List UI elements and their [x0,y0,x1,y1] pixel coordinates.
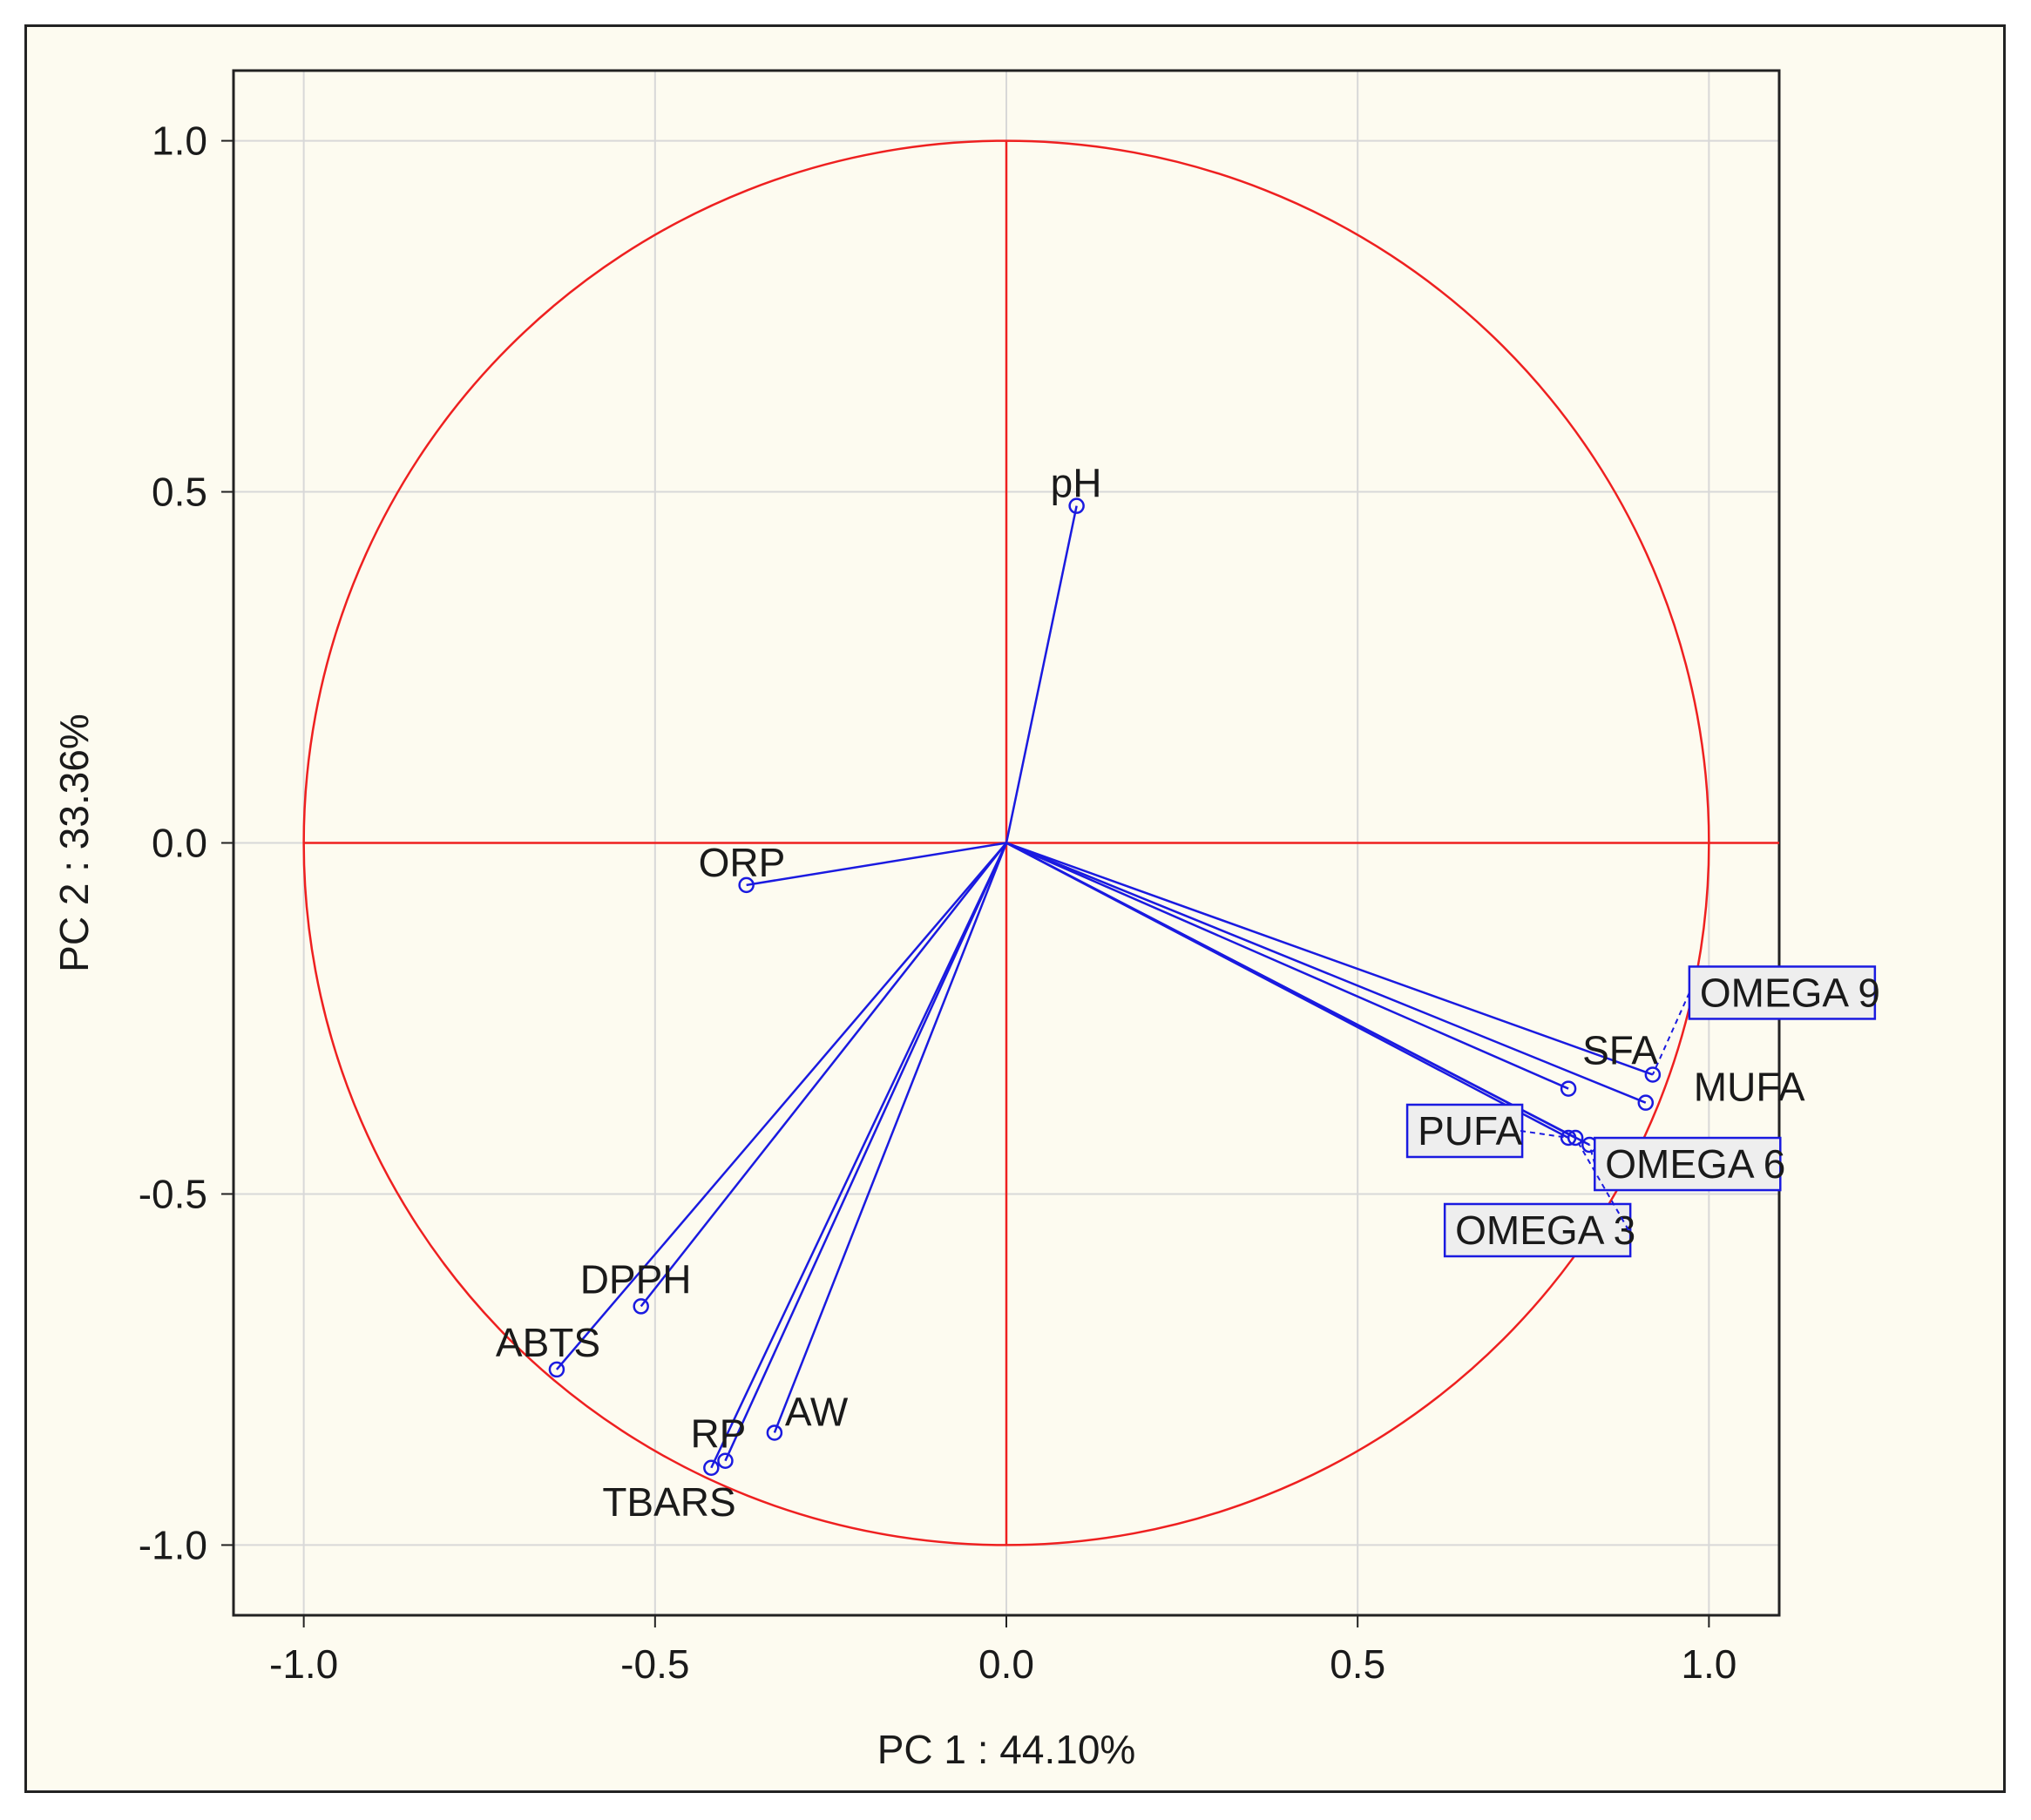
label-abts: ABTS [496,1320,600,1365]
boxed-label-omega-3: OMEGA 3 [1443,1137,1635,1258]
label-box-omega-9 [1688,965,1877,1020]
point-sfa [1560,1080,1577,1097]
label-dpph: DPPH [580,1256,692,1302]
leader-omega-9 [1651,992,1690,1075]
x-tick-label: -0.5 [620,1641,689,1687]
label-pufa: PUFA [1418,1108,1522,1154]
x-axis-title: PC 1 : 44.10% [877,1727,1136,1772]
vector-layer [548,497,1662,1477]
y-tick-label: -0.5 [139,1171,207,1216]
point-rp [717,1452,734,1469]
x-tick-label: -1.0 [269,1641,338,1687]
vector-aw [773,842,1008,1433]
point-omega-3 [1567,1129,1584,1147]
label-tbars: TBARS [602,1479,735,1525]
label-box-omega-3 [1443,1202,1632,1258]
vector-rp [724,842,1008,1462]
vector-dpph [640,842,1007,1308]
y-tick-label: 0.5 [152,470,207,515]
pca-loading-chart: -1.0 -0.5 0.0 0.5 1.0 1.0 0.5 0.0 -0.5 -1.0 pH ORP… [51,69,1880,1772]
label-aw: AW [785,1389,849,1434]
leader-pufa [1520,1129,1569,1139]
point-aw [766,1424,783,1441]
vector-abts [555,842,1007,1370]
leader-omega-3 [1574,1137,1630,1231]
point-abts [548,1361,565,1378]
label-box-omega-6 [1594,1136,1782,1192]
vector-omega-9 [1005,842,1654,1076]
leader-omega-6 [1588,1144,1596,1165]
vector-sfa [1005,842,1569,1090]
point-mufa [1637,1094,1655,1111]
point-orp [738,876,755,894]
vector-orp [746,842,1007,887]
label-box-pufa [1405,1103,1524,1159]
label-layer: pH ORP DPPH ABTS RP TBARS AW SFA OMEGA 9 MUFA PUFA… [496,461,1880,1525]
boxed-label-omega-9: OMEGA 9 [1651,965,1880,1075]
axes-layer: -1.0 -0.5 0.0 0.5 1.0 1.0 0.5 0.0 -0.5 -1.0 [139,69,1781,1687]
chart-figure: -1.0 -0.5 0.0 0.5 1.0 1.0 0.5 0.0 -0.5 -1.0 pH ORP… [24,24,2006,1793]
y-axis-title: PC 2 : 33.36% [51,714,97,972]
point-omega-9 [1644,1066,1662,1083]
boxed-label-omega-6: OMEGA 6 [1588,1136,1785,1192]
x-tick-label: 1.0 [1681,1641,1737,1687]
y-tick-label: 1.0 [152,118,207,164]
boxed-label-pufa: PUFA [1405,1103,1569,1159]
y-tick-label: -1.0 [139,1522,207,1567]
point-dpph [633,1298,649,1315]
y-tick-label: 0.0 [152,821,207,866]
vector-tbars [710,842,1008,1469]
label-orp: ORP [699,840,786,885]
x-tick-label: 0.0 [978,1641,1034,1687]
vector-omega-3 [1005,842,1576,1140]
point-ph [1068,497,1085,514]
label-omega-3: OMEGA 3 [1455,1208,1635,1253]
label-omega-6: OMEGA 6 [1605,1141,1785,1187]
label-mufa: MUFA [1694,1065,1805,1110]
label-omega-9: OMEGA 9 [1700,970,1880,1015]
vector-mufa [1005,842,1647,1104]
label-sfa: SFA [1582,1028,1658,1073]
vector-ph [1005,505,1078,843]
point-tbars [703,1459,720,1477]
label-ph: pH [1051,461,1102,506]
x-tick-label: 0.5 [1330,1641,1385,1687]
label-rp: RP [690,1411,746,1457]
